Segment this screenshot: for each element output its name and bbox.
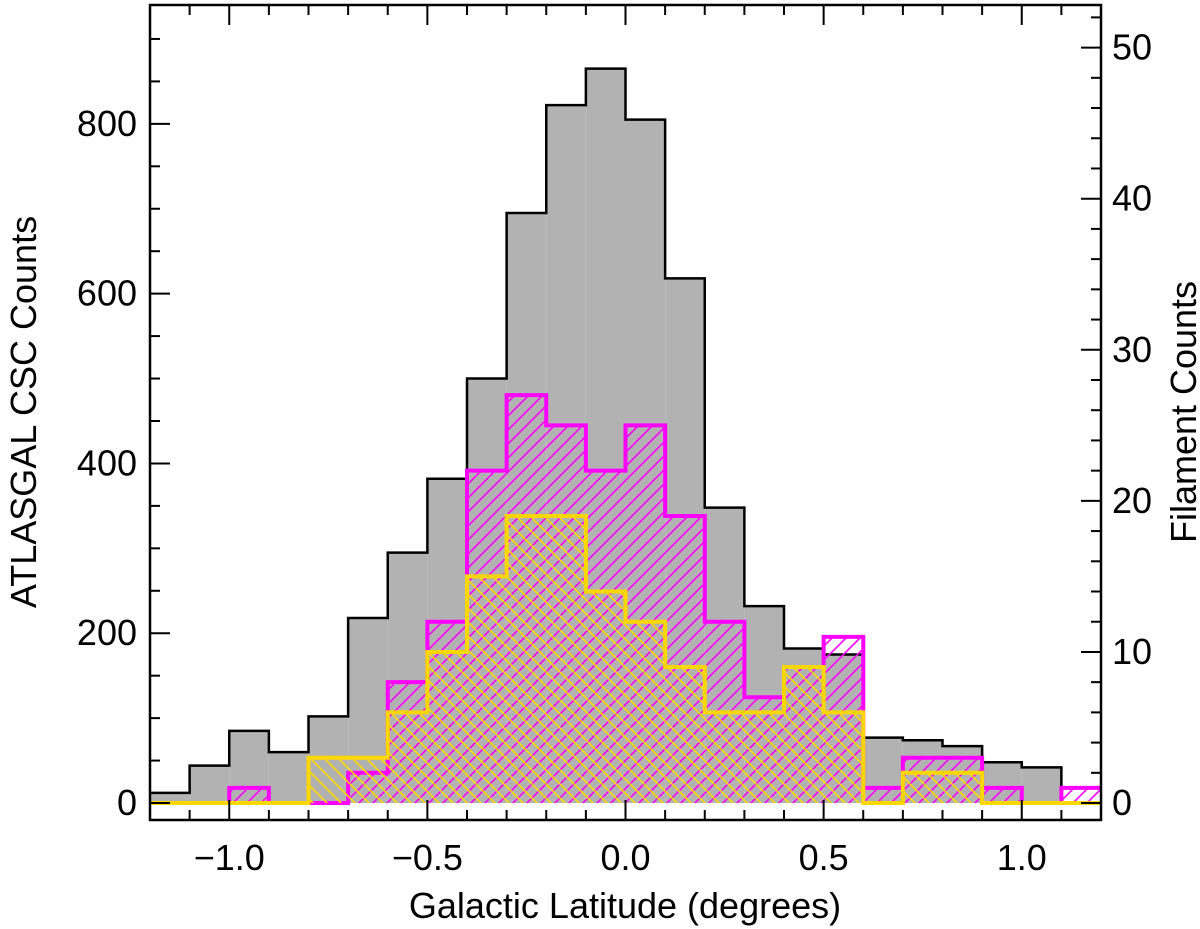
histogram-bar [427,651,467,804]
x-tick-label: 1.0 [997,837,1047,878]
histogram-series [150,67,1101,806]
histogram-bar [348,757,388,804]
histogram-bar [467,576,507,804]
right-tick-label: 10 [1112,631,1152,672]
histogram-bar [1021,767,1062,804]
left-tick-label: 800 [77,103,137,144]
histogram-bar [1061,787,1101,804]
left-tick-label: 200 [77,612,137,653]
x-axis-title: Galactic Latitude (degrees) [409,885,841,926]
left-tick-label: 400 [77,442,137,483]
histogram-outline [150,67,1101,805]
histogram-bar [823,712,864,804]
right-tick-label: 30 [1112,329,1152,370]
histogram-bar [902,772,943,804]
x-tick-label: −1.0 [194,837,265,878]
histogram-outline [150,513,1101,806]
right-axis-title: Filament Counts [1163,281,1200,543]
right-axis-ticks: 0 10 20 30 40 50 [1081,16,1152,823]
histogram-bar [982,787,1022,804]
histogram-bar [744,712,784,804]
x-axis-ticks: −1.0 −0.5 0.0 0.5 1.0 [149,5,1102,878]
histogram-bar [506,515,547,804]
left-tick-label: 600 [77,273,137,314]
histogram-bar [189,765,230,804]
histogram-bar [704,712,745,804]
histogram-bar [863,787,903,804]
series-3 [150,513,1101,806]
right-tick-label: 0 [1112,782,1132,823]
histogram-bar [665,667,705,804]
histogram-bar [585,591,626,804]
histogram-bar [268,752,309,804]
right-tick-label: 40 [1112,178,1152,219]
histogram-bar [308,757,349,804]
histogram-bar [546,515,586,804]
left-axis-title: ATLASGAL CSC Counts [3,216,44,608]
right-tick-label: 50 [1112,27,1152,68]
histogram-bar [942,772,983,804]
histogram-bar [229,787,269,804]
x-tick-label: 0.0 [600,837,650,878]
histogram-bar [625,621,666,804]
left-tick-label: 0 [117,782,137,823]
histogram-bar [387,712,428,804]
plot-frame [148,3,1103,822]
x-tick-label: −0.5 [392,837,463,878]
histogram-bar [784,667,824,804]
histogram-bar [150,792,190,804]
right-tick-label: 20 [1112,480,1152,521]
x-tick-label: 0.5 [799,837,849,878]
left-axis-ticks: 0 200 400 600 800 [77,37,170,823]
